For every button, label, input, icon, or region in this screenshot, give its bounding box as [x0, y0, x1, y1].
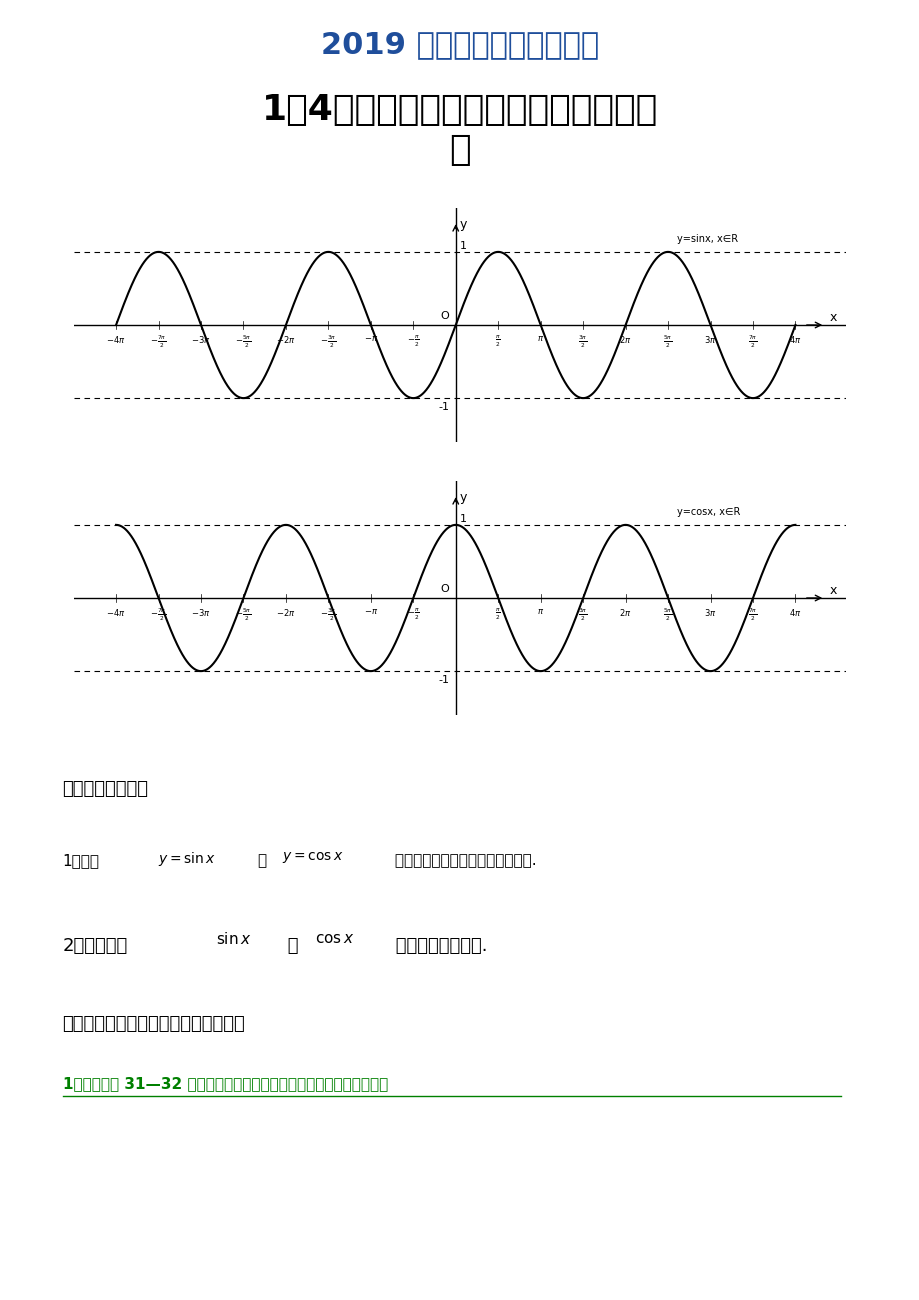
- Text: $-2\pi$: $-2\pi$: [276, 607, 295, 618]
- Text: $-\frac{\pi}{2}$: $-\frac{\pi}{2}$: [406, 607, 419, 621]
- Text: O: O: [440, 311, 448, 321]
- Text: -1: -1: [437, 675, 448, 685]
- Text: $-3\pi$: $-3\pi$: [191, 607, 210, 618]
- Text: y: y: [460, 490, 467, 503]
- Text: $-\frac{7\pi}{2}$: $-\frac{7\pi}{2}$: [150, 334, 166, 350]
- Text: $y=\sin x$: $y=\sin x$: [158, 850, 216, 868]
- Text: O: O: [440, 584, 448, 594]
- Text: $-\pi$: $-\pi$: [363, 334, 378, 343]
- Text: $\frac{5\pi}{2}$: $\frac{5\pi}{2}$: [663, 607, 672, 623]
- Text: 的三角式的定义域.: 的三角式的定义域.: [390, 936, 486, 954]
- Text: $-\frac{3\pi}{2}$: $-\frac{3\pi}{2}$: [320, 334, 336, 350]
- Text: $-\frac{5\pi}{2}$: $-\frac{5\pi}{2}$: [235, 334, 252, 350]
- Text: $-4\pi$: $-4\pi$: [107, 334, 126, 345]
- Text: $3\pi$: $3\pi$: [704, 607, 716, 618]
- Text: y=cosx, x∈R: y=cosx, x∈R: [675, 507, 739, 516]
- Text: 2．会求含有: 2．会求含有: [62, 936, 128, 954]
- Text: $\frac{7\pi}{2}$: $\frac{7\pi}{2}$: [747, 334, 757, 350]
- Text: $4\pi$: $4\pi$: [789, 607, 800, 618]
- Text: x: x: [829, 311, 836, 324]
- Text: $3\pi$: $3\pi$: [704, 334, 716, 345]
- Text: $-2\pi$: $-2\pi$: [276, 334, 295, 345]
- Text: $\frac{3\pi}{2}$: $\frac{3\pi}{2}$: [578, 334, 587, 350]
- Text: $-3\pi$: $-3\pi$: [191, 334, 210, 345]
- Text: 二、【教学内容和要求及教学学过程】: 二、【教学内容和要求及教学学过程】: [62, 1015, 245, 1034]
- Text: 的定义域、值域、最值、单调区间.: 的定义域、值域、最值、单调区间.: [390, 853, 536, 868]
- Text: 1: 1: [460, 240, 466, 251]
- Text: $2\pi$: $2\pi$: [618, 607, 631, 618]
- Text: $y=\cos x$: $y=\cos x$: [282, 850, 343, 865]
- Text: $\frac{3\pi}{2}$: $\frac{3\pi}{2}$: [578, 607, 587, 623]
- Text: 1、4、２．１正弦函数、余弦函数的图
像: 1、4、２．１正弦函数、余弦函数的图 像: [262, 94, 657, 166]
- Text: 一、【学习目标】: 一、【学习目标】: [62, 780, 148, 798]
- Text: 1、阅读教材 31—32 页内容，回答问题（正弦函数、余弦函数的图像）: 1、阅读教材 31—32 页内容，回答问题（正弦函数、余弦函数的图像）: [62, 1076, 388, 1092]
- Text: ，: ，: [257, 853, 266, 868]
- Text: y: y: [460, 217, 467, 230]
- Text: 2019 届数学人教版精品资料: 2019 届数学人教版精品资料: [321, 30, 598, 58]
- Text: $-4\pi$: $-4\pi$: [107, 607, 126, 618]
- Text: $\sin x$: $\sin x$: [216, 931, 251, 948]
- Text: 1: 1: [460, 514, 466, 524]
- Text: $\pi$: $\pi$: [537, 334, 544, 343]
- Text: $2\pi$: $2\pi$: [618, 334, 631, 345]
- Text: $4\pi$: $4\pi$: [789, 334, 800, 345]
- Text: $\cos x$: $\cos x$: [315, 931, 354, 946]
- Text: -1: -1: [437, 402, 448, 412]
- Text: 1．掌握: 1．掌握: [62, 853, 99, 868]
- Text: $\pi$: $\pi$: [537, 607, 544, 616]
- Text: x: x: [829, 584, 836, 597]
- Text: $\frac{\pi}{2}$: $\frac{\pi}{2}$: [494, 334, 501, 348]
- Text: $\frac{5\pi}{2}$: $\frac{5\pi}{2}$: [663, 334, 672, 350]
- Text: $\frac{7\pi}{2}$: $\frac{7\pi}{2}$: [747, 607, 757, 623]
- Text: $-\frac{5\pi}{2}$: $-\frac{5\pi}{2}$: [235, 607, 252, 623]
- Text: 、: 、: [282, 936, 298, 954]
- Text: $-\frac{7\pi}{2}$: $-\frac{7\pi}{2}$: [150, 607, 166, 623]
- Text: $-\frac{3\pi}{2}$: $-\frac{3\pi}{2}$: [320, 607, 336, 623]
- Text: $-\pi$: $-\pi$: [363, 607, 378, 616]
- Text: $\frac{\pi}{2}$: $\frac{\pi}{2}$: [494, 607, 501, 621]
- Text: y=sinx, x∈R: y=sinx, x∈R: [675, 234, 737, 243]
- Text: $-\frac{\pi}{2}$: $-\frac{\pi}{2}$: [406, 334, 419, 348]
